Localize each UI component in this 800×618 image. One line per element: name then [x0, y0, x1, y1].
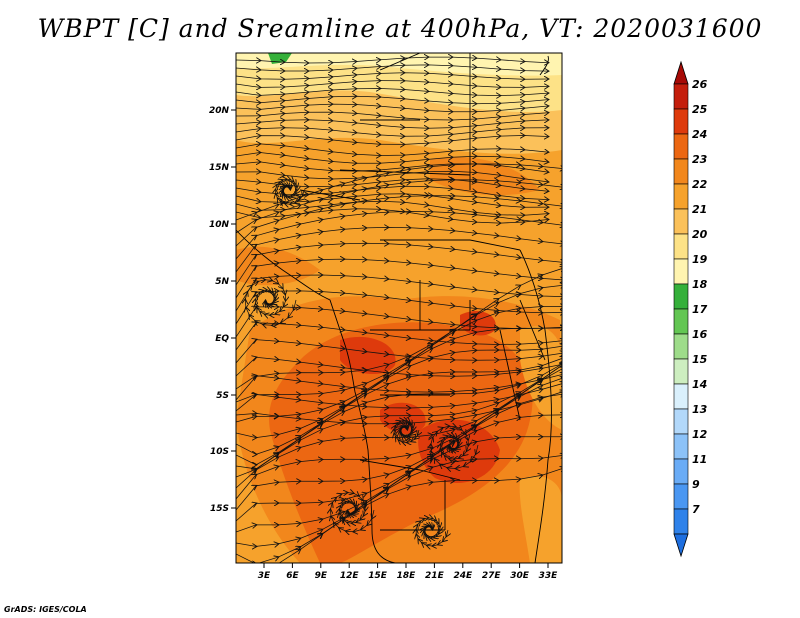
- colorbar-label: 22: [692, 178, 708, 191]
- lon-tick-label: 9E: [315, 571, 328, 581]
- colorbar-label: 20: [692, 228, 708, 241]
- colorbar-label: 7: [692, 503, 700, 516]
- colorbar-label: 12: [692, 428, 708, 441]
- colorbar-label: 25: [692, 103, 708, 116]
- footer-credit: GrADS: IGES/COLA: [4, 605, 87, 614]
- colorbar-segment: [673, 308, 689, 335]
- colorbar-label: 19: [692, 253, 708, 266]
- colorbar-label: 9: [692, 478, 700, 491]
- colorbar-segment: [673, 458, 689, 485]
- streamline: [431, 426, 478, 468]
- colorbar-segment: [673, 283, 689, 310]
- colorbar-segment: [673, 133, 689, 160]
- colorbar-label: 24: [692, 128, 707, 141]
- lon-tick-label: 12E: [340, 571, 360, 581]
- colorbar-segment: [673, 208, 689, 235]
- streamline: [236, 468, 562, 563]
- latitude-axis: 20N 15N 10N 5N EQ 5S 10S 15S: [209, 106, 236, 514]
- lat-tick-label: 15N: [209, 163, 230, 173]
- colorbar-segment: [673, 83, 689, 110]
- colorbar-label: 17: [692, 303, 708, 316]
- lon-tick-label: 33E: [539, 571, 559, 581]
- colorbar-segment: [673, 383, 689, 410]
- colorbar-segment: [673, 333, 689, 360]
- lon-tick-label: 24E: [453, 571, 473, 581]
- colorbar-segment: [673, 183, 689, 210]
- colorbar-label: 14: [692, 378, 707, 391]
- colorbar-label: 26: [692, 78, 708, 91]
- streamline: [236, 227, 562, 273]
- lon-tick-label: 6E: [286, 571, 299, 581]
- map-title: WBPT [C] and Sreamline at 400hPa, VT: 20…: [37, 14, 763, 43]
- streamline: [245, 280, 296, 326]
- colorbar-label: 13: [692, 403, 708, 416]
- lat-tick-label: 15S: [210, 504, 229, 514]
- colorbar-label: 18: [692, 278, 708, 291]
- streamlines: [236, 57, 562, 563]
- streamline: [416, 518, 448, 546]
- colorbar-segment: [673, 358, 689, 385]
- lat-tick-label: 5S: [216, 391, 229, 401]
- lat-tick-label: 20N: [209, 106, 230, 116]
- colorbar-top-triangle: [673, 60, 689, 85]
- colorbar-bottom-triangle: [673, 533, 689, 558]
- lon-tick-label: 15E: [368, 571, 388, 581]
- map-frame: [235, 52, 563, 564]
- colorbar-label: 16: [692, 328, 708, 341]
- colorbar-segment: [673, 158, 689, 185]
- streamline: [330, 493, 374, 532]
- colorbar-segment: [673, 508, 689, 535]
- colorbar-segment: [673, 258, 689, 285]
- streamline: [394, 420, 419, 442]
- map-area: [236, 53, 562, 563]
- colorbar: 26 25 24 23 22 21 20 19 18 17 16 15 14 13 12 11 9 7: [673, 60, 708, 558]
- colorbar-segment: [673, 483, 689, 510]
- colorbar-label: 15: [692, 353, 708, 366]
- lon-tick-label: 3E: [258, 571, 271, 581]
- colorbar-label: 23: [692, 153, 708, 166]
- colorbar-label: 11: [692, 453, 707, 466]
- colorbar-label: 21: [692, 203, 707, 216]
- lat-tick-label: EQ: [215, 334, 229, 344]
- lon-tick-label: 27E: [482, 571, 502, 581]
- lat-tick-label: 5N: [215, 277, 229, 287]
- lat-tick-label: 10S: [210, 447, 229, 457]
- lon-tick-label: 18E: [397, 571, 417, 581]
- lat-tick-label: 10N: [209, 220, 230, 230]
- lon-tick-label: 30E: [510, 571, 530, 581]
- colorbar-segment: [673, 433, 689, 460]
- colorbar-segment: [673, 408, 689, 435]
- streamline: [276, 179, 305, 204]
- colorbar-segment: [673, 108, 689, 135]
- colorbar-segment: [673, 233, 689, 260]
- lon-tick-label: 21E: [425, 571, 445, 581]
- longitude-axis: 3E 6E 9E 12E 15E 18E 21E 24E 27E 30E 33E: [258, 563, 558, 581]
